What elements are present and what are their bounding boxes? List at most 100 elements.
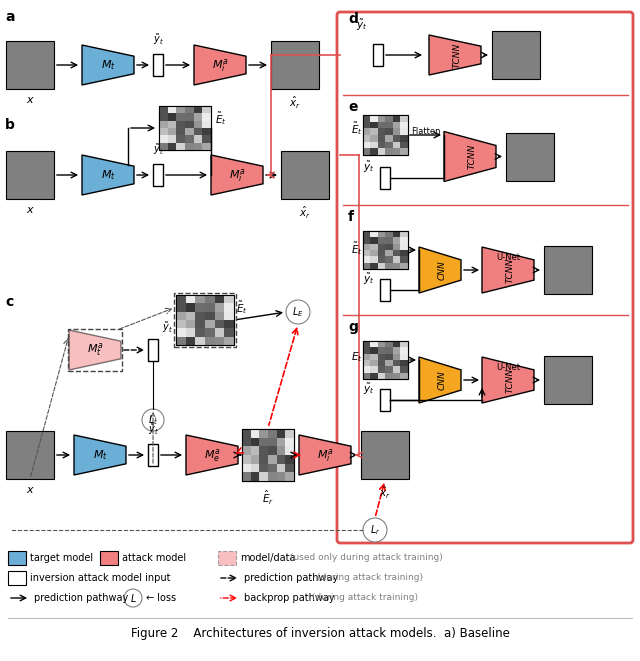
Bar bbox=[362, 231, 408, 269]
Bar bbox=[370, 341, 378, 347]
Bar bbox=[362, 148, 370, 155]
Bar bbox=[392, 115, 400, 122]
Bar bbox=[168, 143, 177, 150]
Bar bbox=[242, 455, 251, 463]
Bar bbox=[370, 373, 378, 379]
Text: $\tilde{y}_t$: $\tilde{y}_t$ bbox=[147, 422, 159, 437]
Text: e: e bbox=[348, 100, 358, 114]
Bar bbox=[378, 231, 385, 237]
Bar bbox=[259, 463, 268, 473]
Bar bbox=[194, 106, 202, 113]
Bar bbox=[362, 231, 370, 237]
Bar bbox=[385, 141, 392, 148]
Circle shape bbox=[286, 300, 310, 324]
Polygon shape bbox=[419, 247, 461, 293]
Bar bbox=[177, 121, 185, 128]
Bar bbox=[506, 132, 554, 180]
Polygon shape bbox=[482, 247, 534, 293]
Bar bbox=[362, 354, 370, 360]
Bar bbox=[195, 295, 205, 303]
Bar bbox=[176, 320, 186, 329]
Bar bbox=[6, 431, 54, 479]
Bar bbox=[370, 231, 378, 237]
Bar bbox=[400, 122, 408, 128]
Bar bbox=[268, 455, 276, 463]
Bar bbox=[400, 341, 408, 347]
Text: $\hat{x}_r$: $\hat{x}_r$ bbox=[289, 95, 301, 111]
Bar bbox=[362, 115, 408, 155]
Text: a: a bbox=[5, 10, 15, 24]
Bar bbox=[370, 256, 378, 262]
Bar bbox=[400, 141, 408, 148]
Bar bbox=[174, 293, 236, 347]
Text: $L_t$: $L_t$ bbox=[148, 413, 158, 427]
Bar bbox=[362, 128, 370, 135]
Bar bbox=[159, 106, 211, 150]
Bar bbox=[251, 446, 259, 455]
Bar bbox=[385, 244, 392, 250]
Bar bbox=[285, 463, 294, 473]
Circle shape bbox=[142, 409, 164, 431]
Text: model/data: model/data bbox=[240, 553, 296, 563]
Bar bbox=[362, 256, 370, 262]
Bar bbox=[168, 128, 177, 136]
Bar bbox=[378, 366, 385, 373]
Bar bbox=[392, 141, 400, 148]
Text: (during attack training): (during attack training) bbox=[312, 594, 418, 602]
Bar bbox=[242, 429, 294, 481]
Bar bbox=[186, 336, 195, 345]
FancyBboxPatch shape bbox=[8, 571, 26, 585]
Bar bbox=[370, 347, 378, 354]
Text: TCNN: TCNN bbox=[506, 368, 515, 393]
Bar bbox=[185, 121, 194, 128]
Text: U-Net: U-Net bbox=[496, 363, 520, 372]
FancyBboxPatch shape bbox=[380, 167, 390, 189]
Bar bbox=[225, 336, 234, 345]
Bar bbox=[159, 113, 168, 121]
Circle shape bbox=[124, 589, 142, 607]
Bar bbox=[242, 429, 251, 438]
Text: CNN: CNN bbox=[438, 260, 447, 280]
FancyBboxPatch shape bbox=[218, 551, 236, 565]
Bar bbox=[362, 262, 370, 269]
Bar bbox=[271, 41, 319, 89]
Bar bbox=[400, 360, 408, 366]
Bar bbox=[276, 429, 285, 438]
Bar bbox=[276, 438, 285, 446]
Bar bbox=[186, 303, 195, 312]
Bar bbox=[214, 329, 225, 336]
Bar bbox=[362, 347, 370, 354]
Bar bbox=[392, 354, 400, 360]
Bar bbox=[285, 429, 294, 438]
Bar bbox=[202, 136, 211, 143]
Text: $\tilde{y}_t$: $\tilde{y}_t$ bbox=[356, 18, 368, 33]
Text: $M^a_t$: $M^a_t$ bbox=[86, 342, 103, 358]
FancyBboxPatch shape bbox=[380, 389, 390, 411]
Bar bbox=[214, 336, 225, 345]
Bar bbox=[544, 356, 592, 404]
Bar bbox=[370, 141, 378, 148]
Text: CNN: CNN bbox=[438, 370, 447, 390]
Text: prediction pathway: prediction pathway bbox=[34, 593, 128, 603]
Bar bbox=[385, 135, 392, 141]
Bar bbox=[362, 341, 408, 379]
Text: Figure 2    Architectures of inversion attack models.  a) Baseline: Figure 2 Architectures of inversion atta… bbox=[131, 627, 509, 640]
Bar bbox=[185, 113, 194, 121]
Bar bbox=[378, 373, 385, 379]
Bar bbox=[205, 295, 214, 303]
Bar bbox=[400, 354, 408, 360]
Text: $x$: $x$ bbox=[26, 485, 35, 495]
Bar bbox=[202, 143, 211, 150]
Bar bbox=[268, 429, 276, 438]
Bar bbox=[400, 373, 408, 379]
Text: $M^a_i$: $M^a_i$ bbox=[317, 446, 333, 463]
Bar bbox=[544, 246, 592, 294]
Text: $\tilde{E}_t$: $\tilde{E}_t$ bbox=[236, 299, 248, 316]
Bar bbox=[400, 148, 408, 155]
Bar bbox=[370, 366, 378, 373]
Bar bbox=[370, 354, 378, 360]
Bar bbox=[392, 128, 400, 135]
FancyBboxPatch shape bbox=[148, 444, 158, 466]
Bar bbox=[194, 121, 202, 128]
Bar bbox=[185, 128, 194, 136]
